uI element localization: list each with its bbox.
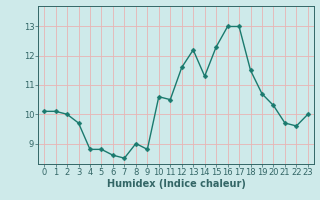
X-axis label: Humidex (Indice chaleur): Humidex (Indice chaleur) <box>107 179 245 189</box>
